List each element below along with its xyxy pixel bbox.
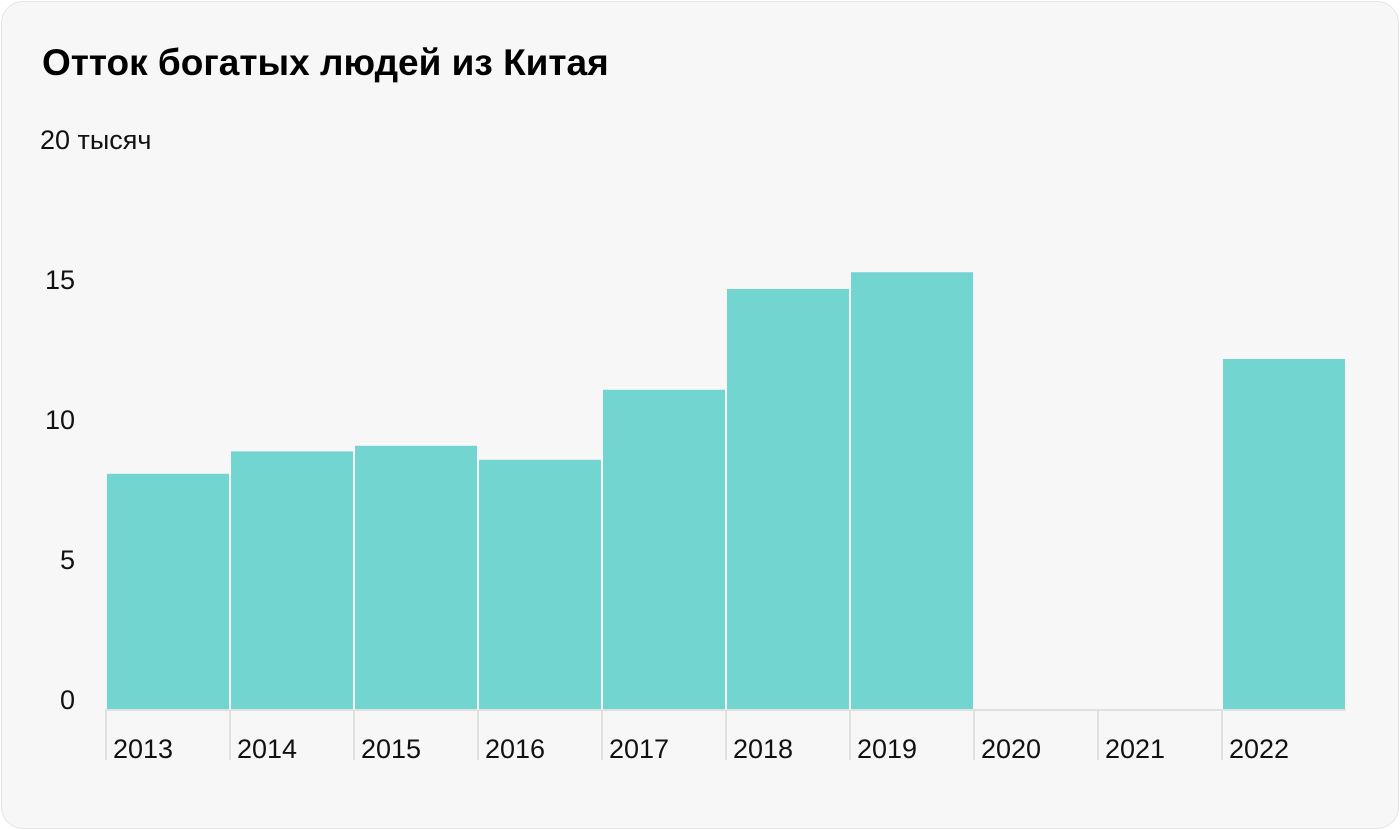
bar-2014 bbox=[231, 451, 353, 709]
x-tick-label: 2019 bbox=[857, 734, 917, 764]
bar-2013 bbox=[107, 473, 229, 709]
bar-2017 bbox=[603, 389, 725, 709]
y-tick-label: 0 bbox=[60, 685, 75, 715]
bar-2018 bbox=[727, 289, 849, 709]
x-tick-label: 2022 bbox=[1229, 734, 1289, 764]
x-tick-label: 2017 bbox=[609, 734, 669, 764]
y-unit-label: 20 тысяч bbox=[40, 125, 152, 155]
x-tick-label: 2021 bbox=[1105, 734, 1165, 764]
y-tick-label: 10 bbox=[45, 405, 75, 435]
bar-2019 bbox=[851, 272, 973, 709]
x-tick-label: 2014 bbox=[237, 734, 297, 764]
bar-2016 bbox=[479, 459, 601, 709]
bar-2015 bbox=[355, 445, 477, 709]
x-tick-label: 2013 bbox=[113, 734, 173, 764]
y-tick-label: 5 bbox=[60, 545, 75, 575]
x-tick-label: 2020 bbox=[981, 734, 1041, 764]
y-tick-label: 15 bbox=[45, 265, 75, 295]
chart-title: Отток богатых людей из Китая bbox=[42, 42, 609, 83]
x-tick-label: 2016 bbox=[485, 734, 545, 764]
x-tick-label: 2015 bbox=[361, 734, 421, 764]
bar-2022 bbox=[1223, 359, 1345, 709]
x-tick-label: 2018 bbox=[733, 734, 793, 764]
